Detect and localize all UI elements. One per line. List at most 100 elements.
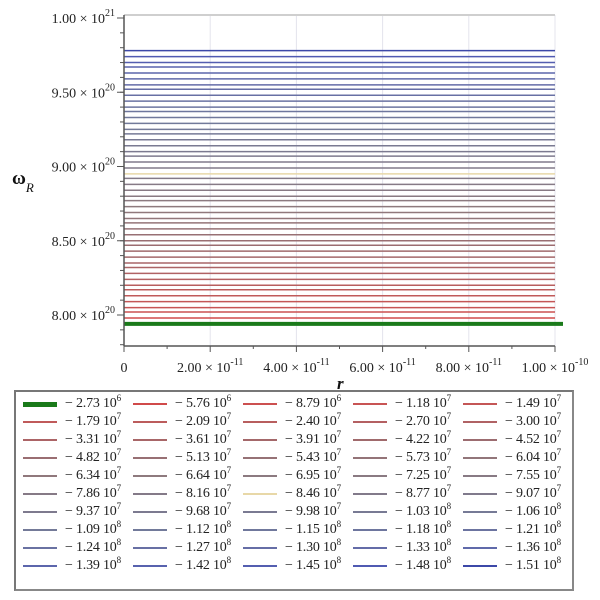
legend-swatch-icon bbox=[243, 439, 277, 441]
legend-swatch-icon bbox=[23, 457, 57, 459]
legend-item: − 2.09 107 bbox=[129, 411, 239, 431]
legend-label: − 1.48 108 bbox=[395, 555, 451, 574]
legend-swatch-icon bbox=[243, 565, 277, 567]
legend-item: − 8.79 106 bbox=[239, 393, 349, 413]
legend-item: − 7.25 107 bbox=[349, 466, 459, 485]
legend-label: − 1.45 108 bbox=[285, 555, 341, 574]
legend-swatch-icon bbox=[243, 403, 277, 405]
legend-item: − 5.76 106 bbox=[129, 393, 239, 413]
legend-item: − 1.39 108 bbox=[19, 556, 129, 575]
legend-swatch-icon bbox=[463, 421, 497, 423]
legend-swatch-icon bbox=[243, 475, 277, 477]
chart-legend: − 2.73 106 − 5.76 106 − 8.79 106 − 1.18 107… bbox=[14, 390, 574, 591]
legend-label: − 9.07 107 bbox=[505, 483, 561, 502]
legend-swatch-icon bbox=[353, 439, 387, 441]
legend-swatch-icon bbox=[23, 529, 57, 531]
legend-swatch-icon bbox=[353, 475, 387, 477]
legend-item: − 7.86 107 bbox=[19, 484, 129, 503]
legend-item: − 1.48 108 bbox=[349, 555, 459, 575]
x-tick-label: 0 bbox=[121, 361, 128, 376]
legend-swatch-icon bbox=[463, 439, 497, 441]
legend-label: − 8.16 107 bbox=[175, 483, 231, 502]
legend-label: − 4.22 107 bbox=[395, 429, 451, 448]
legend-label: − 6.64 107 bbox=[175, 465, 231, 484]
legend-label: − 8.79 106 bbox=[285, 393, 341, 412]
legend-swatch-icon bbox=[463, 403, 497, 405]
legend-label: − 1.51 108 bbox=[505, 555, 561, 574]
legend-label: − 1.30 108 bbox=[285, 537, 341, 556]
legend-swatch-icon bbox=[353, 565, 387, 567]
legend-label: − 1.79 107 bbox=[65, 411, 121, 430]
legend-label: − 8.77 107 bbox=[395, 483, 451, 502]
plot-area: 1.00 × 1021 9.50 × 1020 9.00 × 1020 8.50 × … bbox=[12, 8, 588, 390]
legend-item: − 8.46 107 bbox=[239, 483, 349, 503]
legend-label: − 3.31 107 bbox=[65, 429, 121, 448]
legend-item: − 1.45 108 bbox=[239, 555, 349, 575]
legend-swatch-icon bbox=[133, 547, 167, 549]
legend-swatch-icon bbox=[353, 511, 387, 513]
legend-item: − 3.91 107 bbox=[239, 430, 349, 449]
legend-label: − 1.15 108 bbox=[285, 519, 341, 538]
legend-label: − 1.09 108 bbox=[65, 519, 121, 538]
legend-item: − 1.09 108 bbox=[19, 519, 129, 539]
legend-swatch-icon bbox=[353, 457, 387, 459]
legend-item: − 3.61 107 bbox=[129, 430, 239, 449]
legend-item: − 2.40 107 bbox=[239, 412, 349, 431]
legend-label: − 8.46 107 bbox=[285, 483, 341, 502]
legend-swatch-icon bbox=[463, 457, 497, 459]
legend-item: − 8.16 107 bbox=[129, 483, 239, 503]
legend-item: − 1.51 108 bbox=[459, 555, 569, 575]
legend-label: − 5.76 106 bbox=[175, 393, 231, 412]
legend-item: − 1.03 108 bbox=[349, 502, 459, 521]
legend-item: − 1.27 108 bbox=[129, 538, 239, 557]
legend-item: − 2.70 107 bbox=[349, 411, 459, 431]
legend-item: − 9.98 107 bbox=[239, 502, 349, 521]
legend-item: − 4.22 107 bbox=[349, 429, 459, 449]
x-axis-ticks: 0 2.00 × 10-11 4.00 × 10-11 6.00 × 10-11 8.0… bbox=[121, 346, 588, 376]
legend-item: − 2.73 106 bbox=[19, 394, 129, 413]
legend-swatch-icon bbox=[133, 511, 167, 513]
y-tick-label: 1.00 × 1021 bbox=[52, 8, 115, 27]
legend-item: − 9.68 107 bbox=[129, 501, 239, 521]
legend-item: − 1.79 107 bbox=[19, 411, 129, 431]
legend-item: − 6.04 107 bbox=[459, 447, 569, 467]
legend-item: − 4.52 107 bbox=[459, 430, 569, 449]
legend-label: − 6.04 107 bbox=[505, 447, 561, 466]
legend-swatch-icon bbox=[133, 403, 167, 405]
legend-label: − 6.34 107 bbox=[65, 465, 121, 484]
legend-swatch-icon bbox=[243, 547, 277, 549]
legend-item: − 3.31 107 bbox=[19, 429, 129, 449]
legend-swatch-icon bbox=[133, 565, 167, 567]
legend-swatch-icon bbox=[133, 421, 167, 423]
legend-item: − 9.37 107 bbox=[19, 502, 129, 521]
legend-swatch-icon bbox=[133, 457, 167, 459]
legend-item: − 7.55 107 bbox=[459, 465, 569, 485]
legend-item: − 5.73 107 bbox=[349, 448, 459, 467]
legend-label: − 3.00 107 bbox=[505, 411, 561, 430]
y-axis-label: ωR bbox=[12, 168, 34, 195]
legend-swatch-icon bbox=[353, 529, 387, 531]
legend-swatch-icon bbox=[133, 475, 167, 477]
legend-label: − 1.12 108 bbox=[175, 519, 231, 538]
legend-swatch-icon bbox=[23, 439, 57, 441]
legend-label: − 1.06 108 bbox=[505, 501, 561, 520]
legend-swatch-icon bbox=[23, 547, 57, 549]
x-tick-label: 4.00 × 10-11 bbox=[263, 357, 329, 376]
legend-label: − 1.42 108 bbox=[175, 555, 231, 574]
legend-item: − 1.18 107 bbox=[349, 394, 459, 413]
legend-label: − 2.09 107 bbox=[175, 411, 231, 430]
legend-label: − 2.70 107 bbox=[395, 411, 451, 430]
legend-label: − 1.18 108 bbox=[395, 519, 451, 538]
legend-swatch-icon bbox=[243, 511, 277, 513]
y-tick-label: 9.00 × 1020 bbox=[52, 157, 115, 176]
legend-swatch-icon bbox=[463, 511, 497, 513]
legend-swatch-icon bbox=[243, 421, 277, 423]
legend-label: − 9.68 107 bbox=[175, 501, 231, 520]
legend-label: − 7.55 107 bbox=[505, 465, 561, 484]
legend-swatch-icon bbox=[23, 401, 57, 407]
legend-label: − 6.95 107 bbox=[285, 465, 341, 484]
legend-swatch-icon bbox=[133, 493, 167, 495]
legend-swatch-icon bbox=[243, 457, 277, 459]
legend-swatch-icon bbox=[23, 493, 57, 495]
legend-item: − 6.34 107 bbox=[19, 465, 129, 485]
